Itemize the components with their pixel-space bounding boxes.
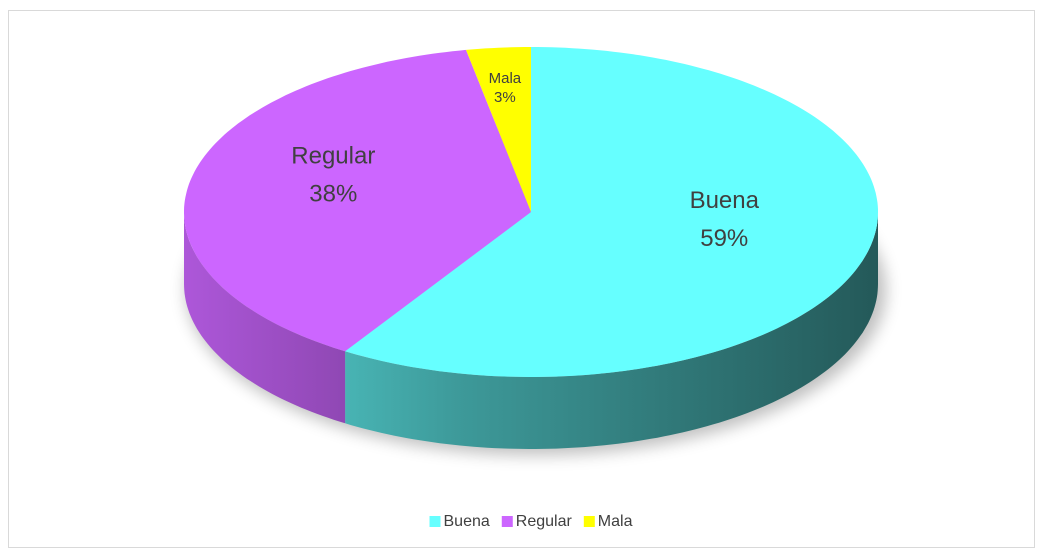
- legend-label: Buena: [444, 513, 490, 530]
- pie-slice: [184, 49, 531, 352]
- data-label-value: 38%: [309, 180, 357, 207]
- legend-label: Regular: [516, 513, 573, 530]
- legend-item: Mala: [583, 513, 633, 530]
- data-label-value: 59%: [700, 225, 748, 252]
- legend-swatch: [429, 516, 441, 527]
- legend-swatch: [583, 516, 595, 527]
- data-label-category: Mala: [489, 70, 522, 87]
- legend-item: Regular: [501, 513, 573, 530]
- legend-swatch: [501, 516, 513, 527]
- legend-item: Buena: [429, 513, 490, 530]
- data-label-value: 3%: [494, 89, 516, 106]
- slice-side: [345, 212, 879, 449]
- pie-slice: [466, 47, 531, 212]
- data-label-category: Buena: [690, 187, 760, 214]
- data-label-category: Regular: [291, 142, 375, 169]
- pie-slice: [345, 47, 879, 377]
- legend-label: Mala: [598, 513, 633, 530]
- slice-side: [184, 212, 346, 424]
